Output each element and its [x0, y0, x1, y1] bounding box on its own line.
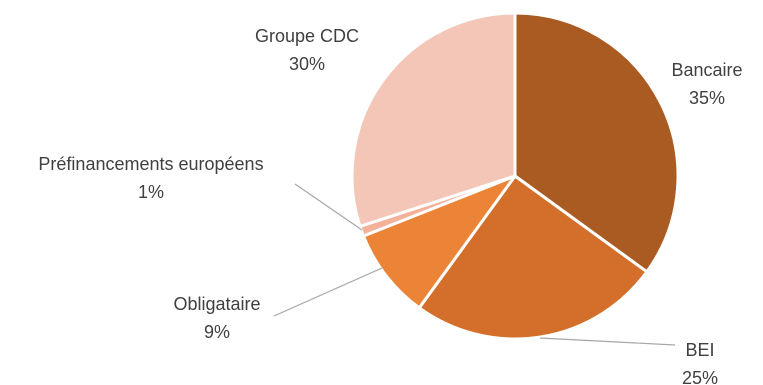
pie-slices: [350, 11, 680, 341]
pie-slice-groupe-cdc: [350, 11, 517, 228]
leader-line-bei: [539, 337, 676, 346]
slice-value-groupe-cdc: 30%: [289, 54, 325, 74]
slice-label-bei: BEI: [685, 340, 714, 360]
slice-labels: Bancaire 35% BEI 25% Obligataire 9% Préfinance…: [38, 26, 742, 385]
slice-value-prefinancements-europeens: 1%: [138, 182, 164, 202]
slice-label-prefinancements-europeens: Préfinancements européens: [38, 154, 263, 174]
slice-value-obligataire: 9%: [204, 322, 230, 342]
pie-slice-bei: [417, 174, 649, 341]
slice-value-bancaire: 35%: [689, 88, 725, 108]
slice-value-bei: 25%: [682, 368, 718, 385]
leader-line-prefinancements-europeens: [294, 183, 363, 231]
slice-label-obligataire: Obligataire: [173, 294, 260, 314]
slice-label-bancaire: Bancaire: [671, 60, 742, 80]
leader-line-obligataire: [273, 267, 383, 317]
leader-lines: [273, 183, 676, 346]
pie-slice-obligataire: [361, 174, 517, 310]
pie-slice-bancaire: [513, 11, 680, 274]
slice-label-groupe-cdc: Groupe CDC: [255, 26, 359, 46]
